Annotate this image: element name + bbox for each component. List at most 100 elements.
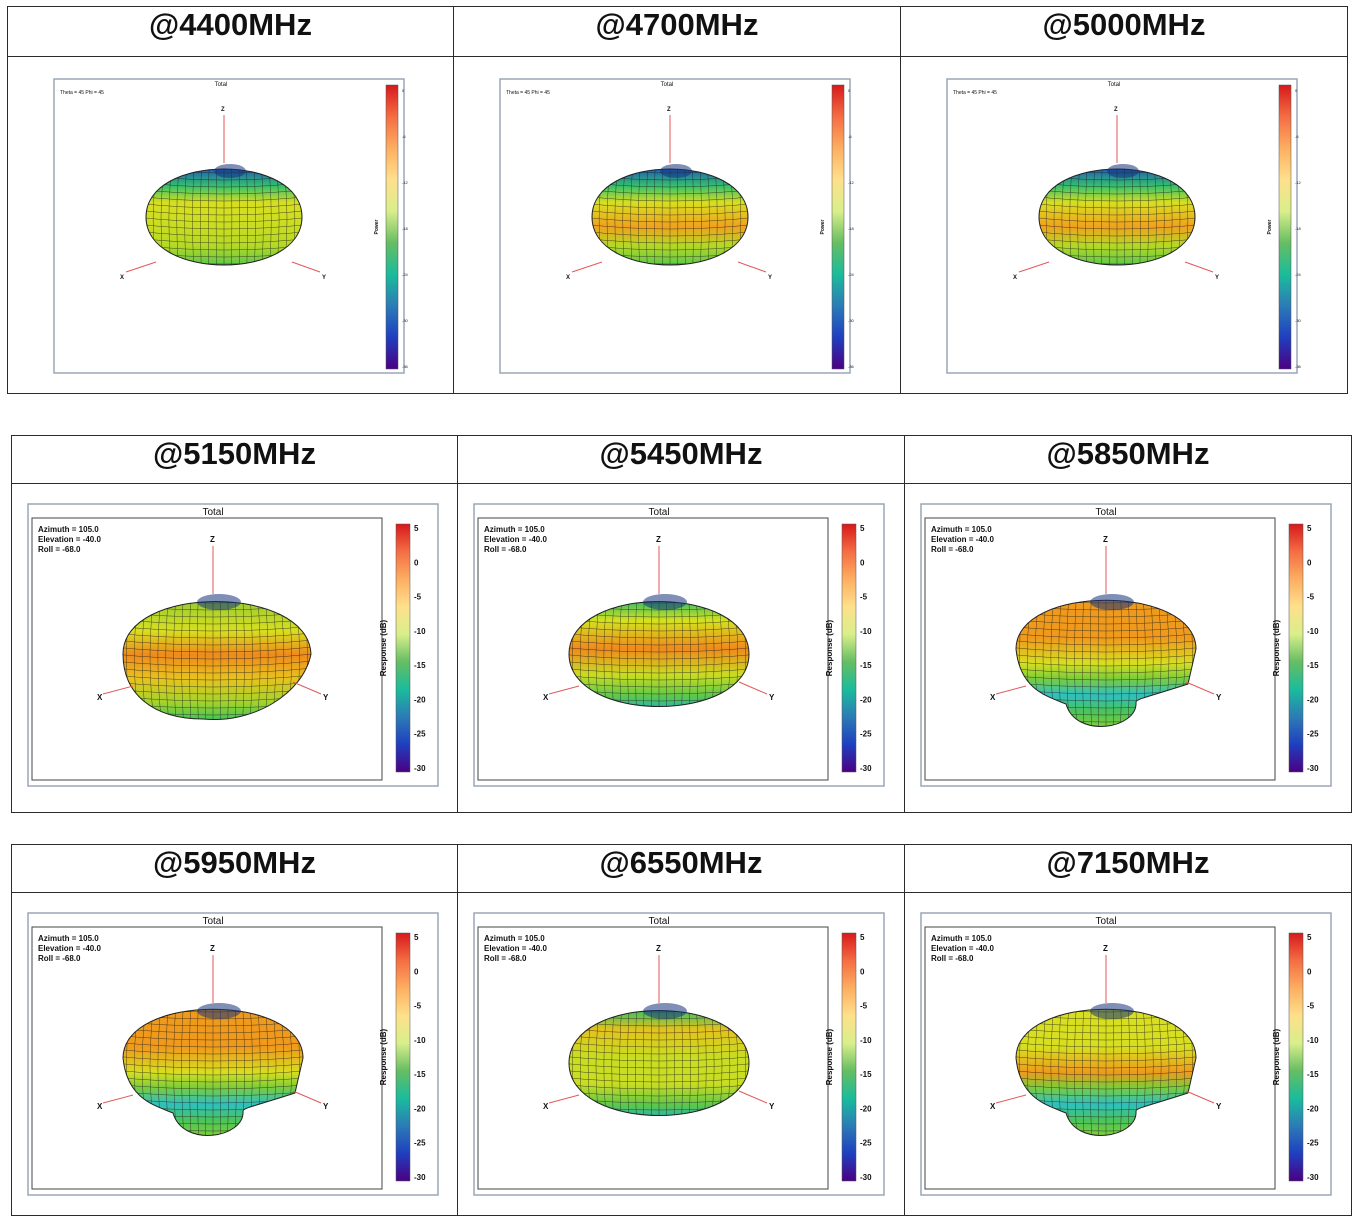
- colorbar-tick-label: 5: [414, 933, 419, 942]
- colorbar-tick-label: -30: [848, 318, 855, 323]
- view-angle-text: Theta = 45 Phi = 45: [953, 90, 997, 96]
- colorbar: [841, 523, 857, 773]
- colorbar-tick-label: -36: [1295, 364, 1302, 369]
- plot-title: Total: [1095, 507, 1116, 518]
- mesh-longitude: [619, 1010, 625, 1116]
- mesh-longitude: [672, 1010, 675, 1116]
- pattern-null: [214, 164, 246, 178]
- colorbar-tick-label: -15: [414, 1070, 426, 1079]
- colorbar-tick-label: 0: [1307, 558, 1312, 567]
- x-axis-line: [548, 1094, 580, 1104]
- pattern-surface: [145, 164, 303, 266]
- x-axis-label: X: [97, 693, 103, 702]
- colorbar-tick-label: -5: [414, 593, 422, 602]
- z-axis-label: Z: [656, 944, 661, 953]
- elevation-text: Elevation = -40.0: [38, 944, 101, 953]
- mesh-longitude: [686, 601, 691, 707]
- roll-text: Roll = -68.0: [484, 545, 527, 554]
- y-axis-label: Y: [323, 1102, 329, 1111]
- pattern-surface: [591, 164, 749, 266]
- view-angle-text: Theta = 45 Phi = 45: [506, 90, 550, 96]
- pattern-null: [1090, 594, 1134, 610]
- colorbar-tick-label: -18: [848, 226, 855, 231]
- mesh-longitude: [268, 601, 277, 720]
- roll-text: Roll = -68.0: [38, 954, 81, 963]
- frequency-heading: @5850MHz: [904, 435, 1352, 484]
- colorbar-tick-label: -12: [1295, 180, 1302, 185]
- plot-title: Total: [215, 82, 228, 88]
- mesh-longitude: [572, 601, 583, 707]
- x-axis-label: X: [566, 275, 570, 281]
- colorbar-tick-label: -15: [414, 661, 426, 670]
- pattern-mesh: [146, 169, 302, 265]
- plot-title: Total: [1108, 82, 1121, 88]
- colorbar-tick-label: -6: [848, 134, 852, 139]
- colorbar-tick-label: -36: [848, 364, 855, 369]
- mesh-longitude: [1082, 600, 1086, 727]
- colorbar-axis-label: Response (dB): [1272, 1028, 1281, 1085]
- plot-inner-frame: [477, 926, 829, 1190]
- colorbar-tick-label: 0: [860, 558, 865, 567]
- mesh-longitude: [272, 169, 280, 265]
- mesh-longitude: [200, 169, 204, 265]
- pattern-surface: [568, 1003, 750, 1116]
- pattern-plot-cell: Total Azimuth = 105.0 Elevation = -40.0 Rol…: [905, 484, 1351, 812]
- coordinate-axes: [548, 955, 768, 1104]
- radiation-pattern-figure: Total Theta = 45 Phi = 45 0 -6 -12 -18 -24 -30 -…: [946, 78, 1302, 374]
- pattern-plot-cell: Total Azimuth = 105.0 Elevation = -40.0 Rol…: [458, 893, 904, 1215]
- x-axis-line: [995, 685, 1027, 695]
- frequency-heading: @7150MHz: [904, 844, 1352, 893]
- colorbar-tick-label: 0: [402, 88, 405, 93]
- plot-title: Total: [648, 916, 669, 927]
- colorbar-tick-label: -10: [860, 1036, 872, 1045]
- x-axis-line: [571, 261, 603, 273]
- z-axis-label: Z: [1103, 535, 1108, 544]
- mesh-longitude: [638, 169, 643, 265]
- y-axis-label: Y: [769, 693, 775, 702]
- plot-inner-frame: [31, 926, 383, 1190]
- colorbar-tick-label: 5: [860, 524, 865, 533]
- colorbar-tick-label: -20: [860, 695, 872, 704]
- mesh-longitude: [219, 1009, 222, 1136]
- colorbar-tick-label: -30: [414, 1173, 426, 1182]
- x-axis-label: X: [120, 275, 124, 281]
- plot-inner-frame: [477, 517, 829, 781]
- colorbar-tick-label: -24: [848, 272, 855, 277]
- mesh-longitude: [721, 1010, 731, 1116]
- colorbar-tick-label: 0: [414, 558, 419, 567]
- coordinate-axes: [548, 546, 768, 695]
- pattern-plot-cell: Total Azimuth = 105.0 Elevation = -40.0 Rol…: [905, 893, 1351, 1215]
- colorbar-tick-label: -25: [414, 1139, 426, 1148]
- mesh-longitude: [654, 169, 657, 265]
- colorbar-tick-label: -30: [1307, 1173, 1319, 1182]
- colorbar-tick-label: -30: [860, 1173, 872, 1182]
- x-axis-line: [1018, 261, 1050, 273]
- pattern-null: [197, 594, 241, 610]
- z-axis-label: Z: [221, 107, 225, 113]
- mesh-longitude: [181, 601, 186, 720]
- mesh-longitude: [718, 169, 726, 265]
- x-axis-label: X: [990, 693, 996, 702]
- y-axis-line: [291, 261, 321, 273]
- mesh-longitude: [215, 169, 218, 265]
- mesh-longitude: [693, 601, 699, 707]
- mesh-longitude: [630, 169, 636, 265]
- mesh-longitude: [1112, 600, 1115, 727]
- mesh-longitude: [661, 169, 664, 265]
- z-axis-label: Z: [656, 535, 661, 544]
- pattern-null: [1107, 164, 1139, 178]
- pattern-null: [197, 1003, 241, 1019]
- pattern-plot-cell: Total Theta = 45 Phi = 45 0 -6 -12 -18 -24 -30 -…: [901, 57, 1347, 393]
- mesh-longitude: [725, 169, 734, 265]
- mesh-longitude: [1137, 169, 1141, 265]
- elevation-text: Elevation = -40.0: [38, 535, 101, 544]
- colorbar-tick-label: 0: [414, 967, 419, 976]
- colorbar-tick-label: 0: [1307, 967, 1312, 976]
- pattern-null: [643, 594, 687, 610]
- coordinate-axes: [102, 955, 322, 1104]
- mesh-longitude: [683, 169, 686, 265]
- colorbar-axis-label: Response (dB): [825, 1028, 834, 1085]
- pattern-null: [643, 1003, 687, 1019]
